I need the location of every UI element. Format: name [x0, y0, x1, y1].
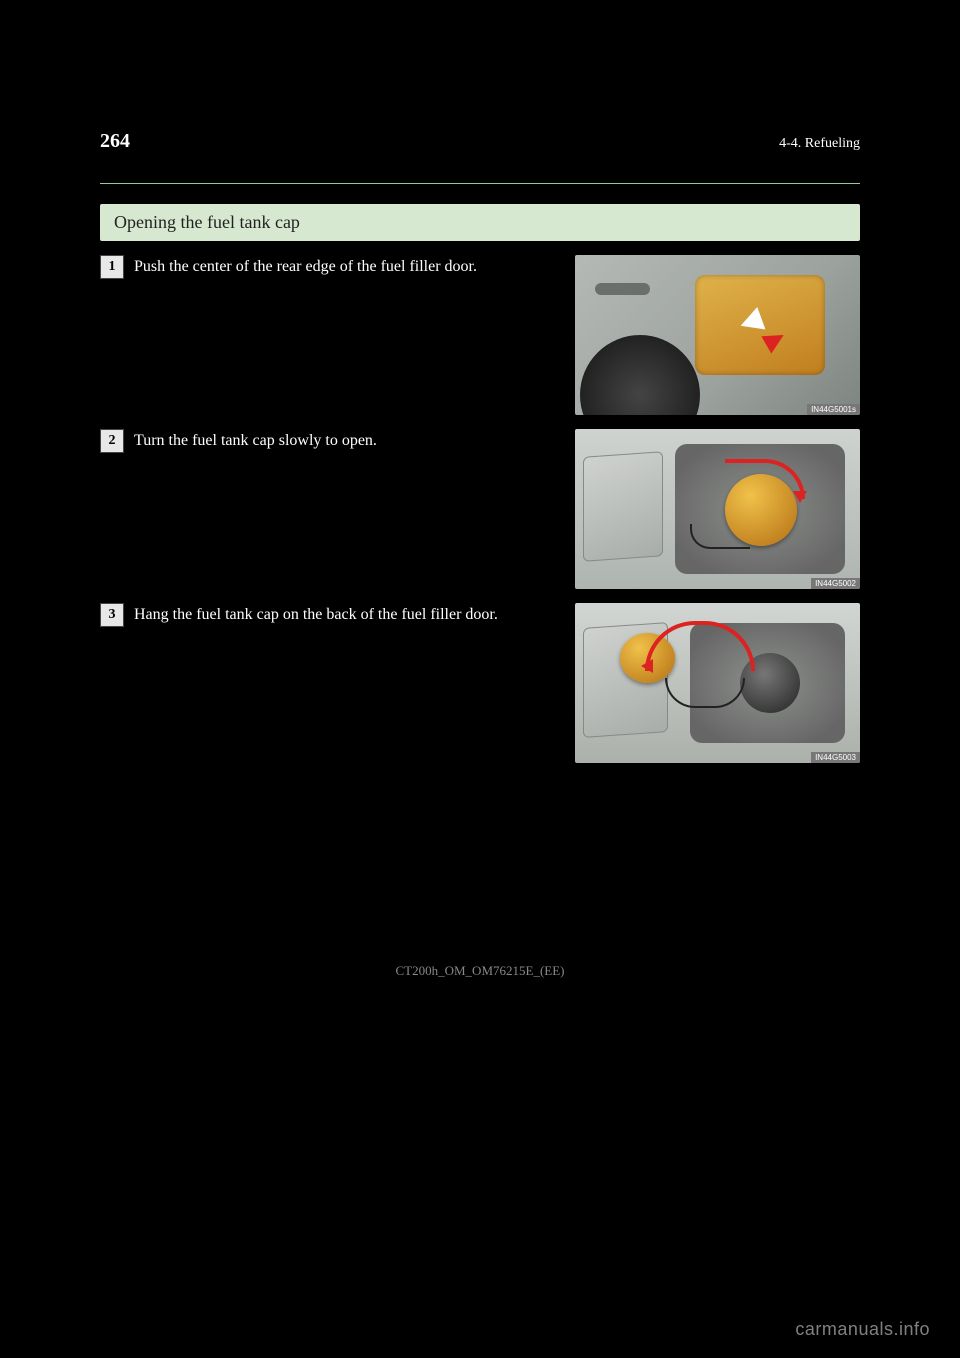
- step-number-badge: 2: [100, 429, 124, 453]
- step-number-badge: 1: [100, 255, 124, 279]
- section-heading: Opening the fuel tank cap: [100, 204, 860, 241]
- fuel-flap-shape: [583, 451, 663, 562]
- step-left: 2 Turn the fuel tank cap slowly to open.: [100, 429, 561, 453]
- door-handle-shape: [595, 283, 650, 295]
- watermark: carmanuals.info: [795, 1319, 930, 1340]
- breadcrumb: 4-4. Refueling: [779, 136, 860, 152]
- step-text: Turn the fuel tank cap slowly to open.: [134, 429, 377, 453]
- step-text: Push the center of the rear edge of the …: [134, 255, 477, 279]
- step-number-badge: 3: [100, 603, 124, 627]
- step-row: 2 Turn the fuel tank cap slowly to open.…: [100, 429, 860, 589]
- step-illustration-1: IN44G5001s: [575, 255, 860, 415]
- step-illustration-2: IN44G5002: [575, 429, 860, 589]
- step-row: 3 Hang the fuel tank cap on the back of …: [100, 603, 860, 763]
- step-left: 1 Push the center of the rear edge of th…: [100, 255, 561, 279]
- wheel-shape: [580, 335, 700, 415]
- page-header: 264 4-4. Refueling: [100, 130, 860, 153]
- step-illustration-3: IN44G5003: [575, 603, 860, 763]
- image-code: IN44G5003: [811, 752, 860, 763]
- image-code: IN44G5002: [811, 578, 860, 589]
- header-rule: [100, 183, 860, 184]
- image-code: IN44G5001s: [807, 404, 860, 415]
- footer-doc-code: CT200h_OM_OM76215E_(EE): [100, 963, 860, 979]
- step-left: 3 Hang the fuel tank cap on the back of …: [100, 603, 561, 627]
- manual-page: 264 4-4. Refueling Opening the fuel tank…: [0, 0, 960, 1358]
- step-text: Hang the fuel tank cap on the back of th…: [134, 603, 498, 627]
- page-number: 264: [100, 130, 130, 153]
- step-row: 1 Push the center of the rear edge of th…: [100, 255, 860, 415]
